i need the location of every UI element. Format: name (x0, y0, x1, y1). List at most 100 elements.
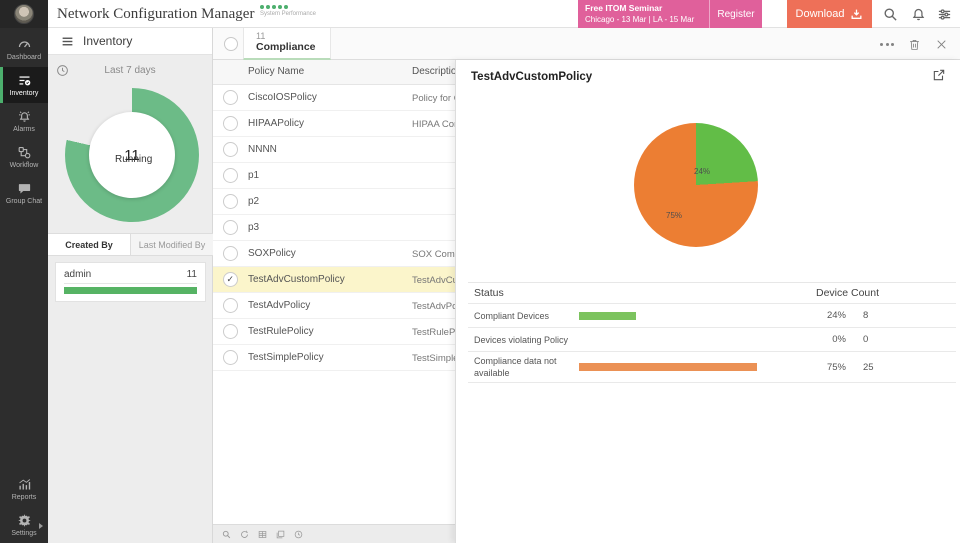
status-percent: 0% (832, 334, 846, 346)
donut-center: 11 (89, 112, 175, 198)
policy-description: TestAdvPo (412, 300, 458, 312)
status-label: Devices violating Policy (474, 334, 569, 345)
time-filter[interactable]: Last 7 days (48, 58, 212, 82)
status-bar-track (579, 363, 816, 372)
search-icon[interactable] (883, 7, 898, 22)
policy-description: Policy for C (412, 92, 461, 104)
policy-name: TestSimplePolicy (248, 352, 324, 363)
time-filter-label: Last 7 days (104, 64, 156, 76)
row-radio[interactable] (223, 324, 238, 339)
status-row-no-data[interactable]: Compliance data not available 75% 25 (468, 352, 956, 384)
row-radio[interactable] (223, 298, 238, 313)
status-device-count: 8 (863, 310, 869, 322)
status-percent: 75% (826, 361, 846, 373)
creator-name: admin (64, 269, 92, 280)
row-radio[interactable] (223, 142, 238, 157)
row-radio[interactable] (223, 350, 238, 365)
tab-compliance[interactable]: 11 Compliance (243, 28, 331, 60)
policy-name: SOXPolicy (248, 248, 296, 259)
system-performance-indicator[interactable]: System Performance (260, 5, 316, 17)
creator-bar (64, 287, 197, 294)
table-tab-bar: 11 Compliance (213, 28, 960, 60)
status-row-violating[interactable]: Devices violating Policy 0% 0 (468, 328, 956, 353)
settings-sliders-icon[interactable] (937, 7, 952, 22)
row-radio[interactable] (223, 116, 238, 131)
search-icon[interactable] (222, 530, 231, 539)
donut-series-label: Running (115, 154, 153, 165)
sidebar-item-alarms[interactable]: Alarms (0, 103, 48, 139)
performance-label: System Performance (260, 11, 317, 17)
creator-count: 11 (186, 269, 197, 280)
sidebar-item-label: Reports (11, 494, 37, 501)
gauge-icon (18, 41, 30, 48)
tab-created-by[interactable]: Created By (48, 234, 131, 255)
policy-name: HIPAAPolicy (248, 118, 304, 129)
download-button[interactable]: Download (787, 0, 872, 28)
settings-submenu-arrow-icon (39, 523, 43, 529)
running-donut-chart[interactable]: 11 Running (65, 88, 199, 222)
pie-label-compliant: 24% (694, 167, 711, 176)
top-bar: Network Configuration Manager System Per… (0, 0, 960, 28)
compliance-pie-chart[interactable]: 24% 75% (634, 123, 758, 247)
seminar-line1: Free ITOM Seminar (585, 3, 663, 13)
pie-label-no-data: 75% (666, 211, 683, 220)
row-radio-checked[interactable] (223, 272, 238, 287)
download-label: Download (795, 8, 845, 20)
table-footer-toolbar (213, 524, 455, 543)
column-status: Status (474, 287, 504, 299)
notifications-bell-icon[interactable] (911, 7, 926, 22)
logo-avatar (14, 4, 34, 24)
table-grid-icon[interactable] (258, 530, 267, 539)
open-in-new-window-icon[interactable] (932, 68, 946, 82)
sidebar-item-reports[interactable]: Reports (0, 471, 48, 507)
sidebar-item-label: Inventory (9, 90, 39, 97)
row-radio[interactable] (223, 90, 238, 105)
column-device-count: Device Count (816, 287, 880, 300)
close-icon[interactable] (935, 38, 948, 51)
row-radio[interactable] (223, 246, 238, 261)
running-count: 11 (124, 146, 140, 164)
column-policy-name: Policy Name (248, 66, 305, 77)
creator-row-admin[interactable]: admin 11 (64, 269, 197, 284)
hamburger-menu-icon[interactable] (61, 35, 74, 48)
sidebar-spacer (0, 211, 48, 471)
policy-name: p1 (248, 170, 260, 181)
workflow-icon (18, 146, 30, 159)
policy-description: TestSimple (412, 352, 459, 364)
status-device-count: 0 (863, 334, 869, 346)
inventory-summary-panel: Inventory Last 7 days 11 Running Created… (48, 28, 213, 543)
row-radio[interactable] (223, 168, 238, 183)
status-bar (579, 311, 636, 320)
sidebar-item-workflow[interactable]: Workflow (0, 139, 48, 175)
creator-tabs: Created By Last Modified By (48, 233, 213, 256)
register-button[interactable]: Register (709, 0, 762, 28)
policy-name: TestAdvCustomPolicy (248, 274, 345, 285)
sidebar-item-label: Dashboard (6, 54, 42, 61)
gear-icon (17, 514, 31, 527)
tab-last-modified-by[interactable]: Last Modified By (131, 234, 213, 255)
performance-dots-icon (260, 5, 316, 9)
schedule-clock-icon[interactable] (294, 530, 303, 539)
page-title: Network Configuration Manager (57, 6, 255, 22)
status-row-compliant[interactable]: Compliant Devices 24% 8 (468, 304, 956, 329)
status-percent: 24% (826, 310, 846, 322)
policy-description: TestAdvCu (412, 274, 458, 286)
delete-trash-icon[interactable] (908, 38, 921, 51)
refresh-icon[interactable] (240, 530, 249, 539)
sidebar-item-inventory[interactable]: Inventory (0, 67, 48, 103)
seminar-banner[interactable]: Free ITOM Seminar Chicago - 13 Mar | LA … (578, 0, 709, 28)
export-copy-icon[interactable] (276, 530, 285, 539)
sidebar-item-group-chat[interactable]: Group Chat (0, 175, 48, 211)
app-logo[interactable] (0, 0, 48, 28)
row-radio[interactable] (223, 194, 238, 209)
more-options-icon[interactable] (880, 42, 894, 46)
select-all-radio[interactable] (224, 37, 238, 51)
compliance-tab-label: Compliance (256, 41, 316, 53)
row-radio[interactable] (223, 220, 238, 235)
sidebar-item-settings[interactable]: Settings (0, 507, 48, 543)
status-table-header: Status Device Count (468, 282, 956, 305)
chat-bubble-icon (18, 184, 30, 194)
sidebar-item-dashboard[interactable]: Dashboard (0, 31, 48, 67)
policy-detail-panel: TestAdvCustomPolicy 24% 75% Status Devic… (455, 60, 960, 543)
